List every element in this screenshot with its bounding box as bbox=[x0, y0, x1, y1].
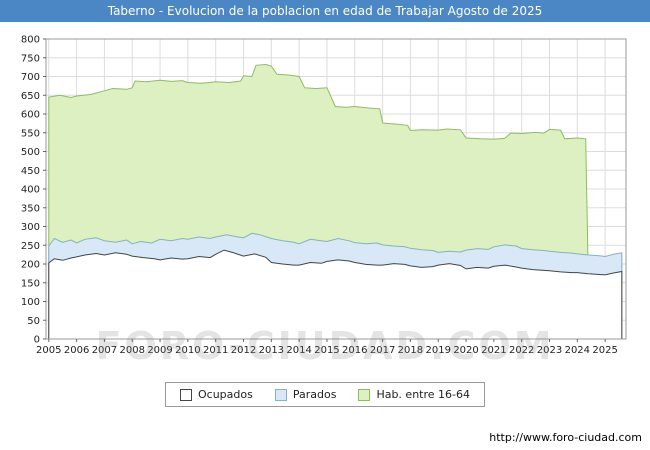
chart-title: Taberno - Evolucion de la poblacion en e… bbox=[107, 4, 543, 18]
svg-text:2016: 2016 bbox=[342, 345, 367, 356]
chart-plot: 0 50 100 150 200 250 300 350 400 450 500 550 600 650 7… bbox=[21, 35, 627, 356]
svg-text:2017: 2017 bbox=[370, 345, 395, 356]
svg-text:200: 200 bbox=[21, 260, 40, 271]
chart-plot-area: 0 50 100 150 200 250 300 350 400 450 500 550 600 650 7… bbox=[0, 22, 650, 378]
svg-text:800: 800 bbox=[21, 35, 40, 46]
legend-swatch-ocupados bbox=[179, 388, 192, 401]
legend-label-ocupados: Ocupados bbox=[197, 388, 253, 401]
svg-text:2025: 2025 bbox=[592, 345, 617, 356]
legend-swatch-hab-16-64 bbox=[358, 388, 371, 401]
svg-text:500: 500 bbox=[21, 147, 40, 158]
svg-text:2014: 2014 bbox=[286, 345, 311, 356]
svg-text:350: 350 bbox=[21, 203, 40, 214]
svg-text:2007: 2007 bbox=[92, 345, 117, 356]
svg-text:150: 150 bbox=[21, 278, 40, 289]
legend-swatch-parados bbox=[274, 388, 287, 401]
svg-text:2024: 2024 bbox=[565, 345, 590, 356]
svg-text:2013: 2013 bbox=[259, 345, 284, 356]
svg-text:50: 50 bbox=[27, 316, 40, 327]
svg-text:0: 0 bbox=[34, 335, 40, 346]
svg-text:2015: 2015 bbox=[314, 345, 339, 356]
legend-label-hab-16-64: Hab. entre 16-64 bbox=[376, 388, 470, 401]
svg-text:2023: 2023 bbox=[537, 345, 562, 356]
svg-text:2005: 2005 bbox=[36, 345, 61, 356]
svg-text:2011: 2011 bbox=[203, 345, 228, 356]
site-url-link[interactable]: http://www.foro-ciudad.com bbox=[489, 431, 642, 444]
legend-item-ocupados: Ocupados bbox=[179, 388, 253, 401]
svg-text:2009: 2009 bbox=[147, 345, 172, 356]
svg-text:2010: 2010 bbox=[175, 345, 200, 356]
svg-text:550: 550 bbox=[21, 128, 40, 139]
chart-legend: Ocupados Parados Hab. entre 16-64 bbox=[164, 382, 485, 407]
svg-text:2022: 2022 bbox=[509, 345, 534, 356]
svg-text:2006: 2006 bbox=[64, 345, 89, 356]
svg-text:250: 250 bbox=[21, 241, 40, 252]
svg-text:2020: 2020 bbox=[453, 345, 478, 356]
svg-text:450: 450 bbox=[21, 166, 40, 177]
legend-item-parados: Parados bbox=[274, 388, 337, 401]
legend-label-parados: Parados bbox=[292, 388, 337, 401]
legend-row: Ocupados Parados Hab. entre 16-64 bbox=[0, 382, 650, 407]
svg-text:2019: 2019 bbox=[426, 345, 451, 356]
svg-text:600: 600 bbox=[21, 110, 40, 121]
svg-text:2008: 2008 bbox=[120, 345, 145, 356]
svg-text:100: 100 bbox=[21, 297, 40, 308]
svg-text:2021: 2021 bbox=[481, 345, 506, 356]
svg-text:300: 300 bbox=[21, 222, 40, 233]
chart-title-bar: Taberno - Evolucion de la poblacion en e… bbox=[0, 0, 650, 22]
svg-text:650: 650 bbox=[21, 91, 40, 102]
svg-text:400: 400 bbox=[21, 185, 40, 196]
svg-text:750: 750 bbox=[21, 53, 40, 64]
svg-text:2018: 2018 bbox=[398, 345, 423, 356]
svg-text:2012: 2012 bbox=[231, 345, 256, 356]
svg-text:700: 700 bbox=[21, 72, 40, 83]
legend-item-hab-16-64: Hab. entre 16-64 bbox=[358, 388, 470, 401]
